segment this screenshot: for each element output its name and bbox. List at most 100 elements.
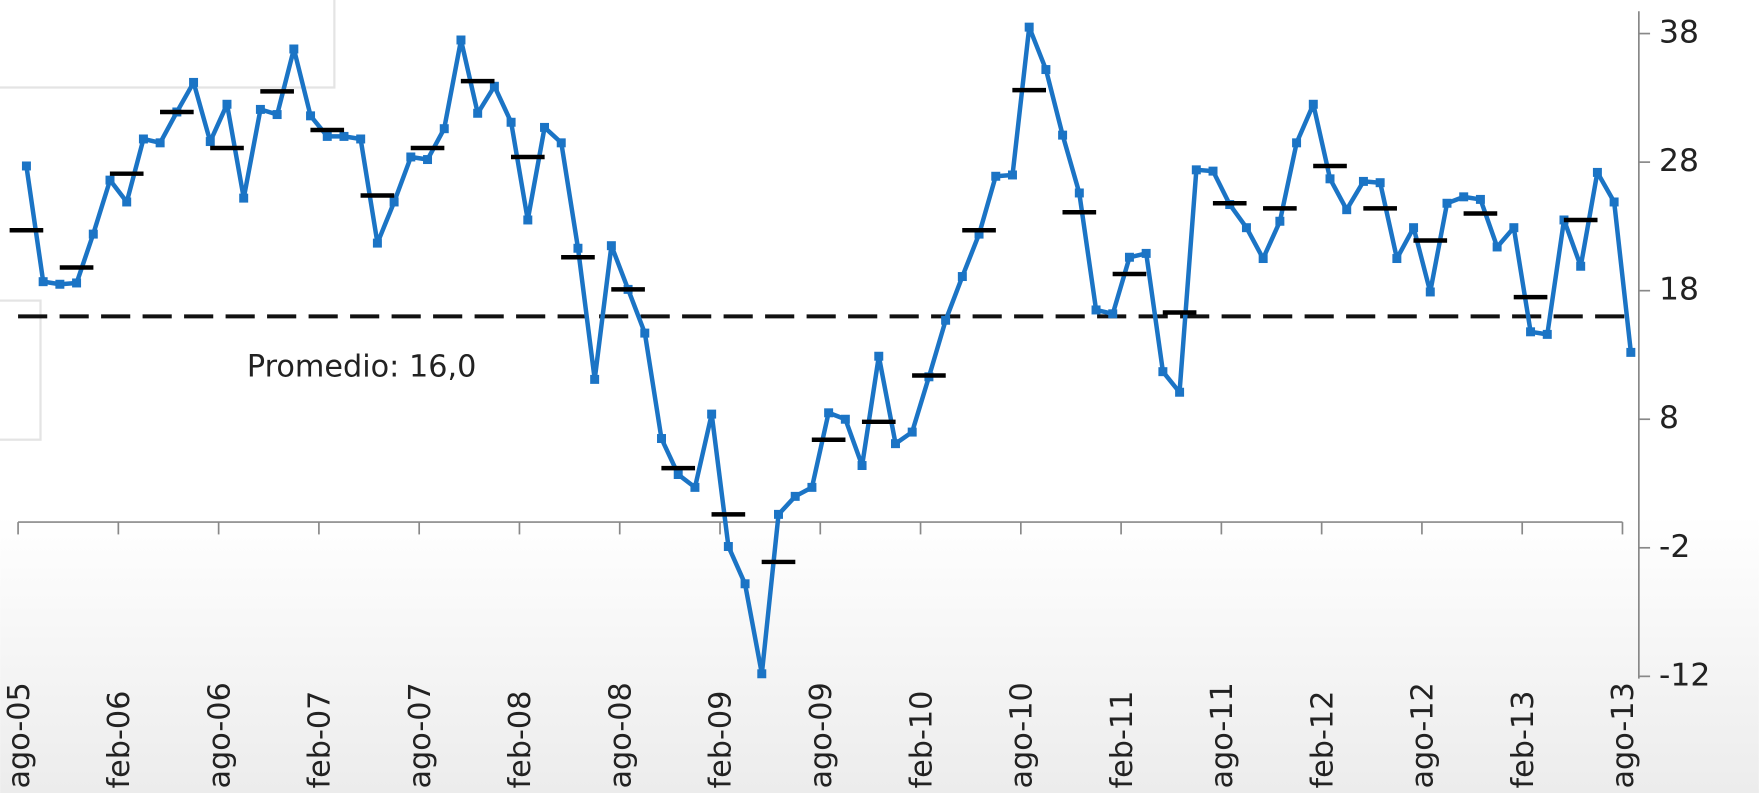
point — [523, 215, 533, 225]
point — [1609, 197, 1619, 207]
point — [1141, 248, 1151, 258]
point — [907, 427, 917, 437]
point — [1158, 367, 1168, 377]
x-tick-label: ago-11 — [1205, 682, 1240, 788]
point — [489, 81, 499, 91]
point — [1325, 174, 1335, 184]
point — [456, 35, 466, 45]
point — [657, 434, 666, 444]
point — [122, 197, 132, 207]
y-tick-label: -2 — [1659, 529, 1690, 565]
x-tick-label: feb-13 — [1506, 691, 1541, 789]
point — [1275, 216, 1285, 226]
point — [1509, 223, 1519, 233]
point — [55, 279, 65, 289]
point — [1292, 138, 1302, 148]
point — [890, 439, 900, 449]
x-tick-label: feb-06 — [102, 691, 137, 789]
point — [1459, 192, 1469, 202]
point — [138, 134, 148, 144]
point — [573, 243, 583, 253]
point — [690, 482, 700, 492]
y-tick-label: 8 — [1659, 400, 1679, 436]
point — [356, 134, 366, 144]
point — [807, 482, 817, 492]
point — [272, 110, 282, 120]
point — [1124, 252, 1134, 262]
point — [1526, 327, 1536, 337]
point — [1375, 178, 1385, 188]
point — [1074, 188, 1084, 198]
point — [874, 351, 884, 361]
x-tick-label: feb-12 — [1305, 691, 1340, 789]
point — [389, 197, 399, 207]
point — [991, 171, 1001, 181]
x-tick-label: feb-11 — [1105, 691, 1140, 789]
point — [1576, 261, 1586, 271]
point — [1392, 254, 1402, 264]
point — [1425, 287, 1435, 297]
point — [322, 131, 332, 141]
y-tick-label: 18 — [1659, 272, 1699, 308]
point — [1542, 329, 1552, 339]
point — [824, 408, 834, 418]
point — [1241, 223, 1251, 233]
y-tick-label: 38 — [1659, 15, 1699, 51]
point — [1442, 198, 1452, 208]
point — [774, 509, 783, 519]
x-tick-label: feb-07 — [303, 691, 338, 789]
x-tick-label: ago-06 — [202, 682, 237, 788]
point — [105, 175, 115, 185]
point — [189, 77, 199, 87]
point — [1058, 130, 1068, 140]
x-tick-label: ago-05 — [2, 682, 37, 788]
point — [372, 238, 382, 248]
point — [857, 461, 867, 471]
point — [38, 277, 48, 287]
point — [406, 152, 416, 162]
point — [155, 138, 165, 148]
point — [1308, 99, 1318, 109]
point — [707, 409, 717, 419]
point — [840, 414, 850, 424]
y-tick-label: -12 — [1659, 657, 1710, 693]
x-tick-label: ago-08 — [603, 682, 638, 788]
legend-frame — [0, 299, 42, 441]
point — [1626, 347, 1636, 357]
point — [222, 99, 232, 109]
point — [1091, 305, 1101, 315]
point — [306, 111, 316, 121]
point — [255, 104, 265, 114]
point — [556, 138, 566, 148]
point — [974, 229, 984, 239]
point — [757, 669, 767, 679]
point — [1358, 176, 1368, 186]
point — [1007, 170, 1017, 180]
x-tick-label: ago-09 — [804, 682, 839, 788]
average-label: Promedio: 16,0 — [247, 349, 476, 384]
legend-frame — [0, 0, 336, 89]
point — [1342, 205, 1352, 215]
point — [640, 328, 650, 338]
point — [1024, 22, 1034, 32]
point — [1041, 65, 1051, 75]
point — [339, 131, 349, 141]
point — [790, 491, 800, 501]
point — [289, 44, 299, 54]
point — [205, 137, 215, 147]
point — [21, 161, 31, 171]
x-tick-label: feb-09 — [704, 691, 739, 789]
point — [941, 315, 951, 325]
point — [1475, 194, 1485, 204]
x-tick-label: feb-08 — [503, 691, 538, 789]
point — [540, 122, 550, 132]
point — [1108, 309, 1118, 319]
point — [723, 542, 733, 551]
x-tick-label: feb-10 — [904, 691, 939, 789]
point — [423, 155, 433, 165]
point — [473, 108, 483, 118]
point — [1191, 165, 1201, 175]
point — [1175, 387, 1185, 397]
point — [957, 272, 967, 282]
